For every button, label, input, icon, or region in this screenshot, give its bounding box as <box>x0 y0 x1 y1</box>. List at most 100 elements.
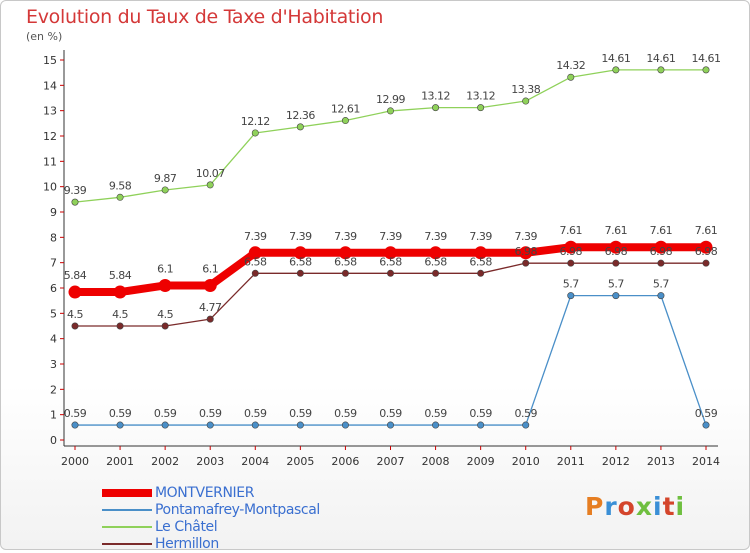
chart-title: Evolution du Taux de Taxe d'Habitation <box>26 6 384 28</box>
data-point <box>699 240 713 254</box>
data-label: 12.12 <box>241 115 270 128</box>
data-point <box>474 246 488 260</box>
data-label: 14.32 <box>556 59 585 72</box>
data-point <box>432 104 440 112</box>
data-point <box>338 246 352 260</box>
data-label: 7.61 <box>560 224 583 237</box>
data-label: 6.98 <box>650 245 673 258</box>
data-point <box>384 246 397 260</box>
data-point <box>519 246 533 260</box>
y-tick-label: 0 <box>50 434 57 447</box>
data-label: 13.12 <box>421 90 450 103</box>
y-tick-label: 12 <box>43 130 57 143</box>
data-label: 12.99 <box>376 93 405 106</box>
data-point <box>657 66 665 74</box>
data-label: 6.58 <box>379 255 402 268</box>
y-tick-label: 6 <box>50 282 57 295</box>
y-tick-label: 9 <box>50 206 57 219</box>
data-point <box>432 269 440 277</box>
data-label: 5.84 <box>64 269 87 282</box>
data-point <box>477 421 485 429</box>
x-tick-label: 2003 <box>196 455 224 468</box>
x-tick-label: 2007 <box>377 455 405 468</box>
data-label: 0.59 <box>469 407 492 420</box>
data-point <box>116 322 124 330</box>
chart-subtitle: (en %) <box>26 30 63 43</box>
data-label: 0.59 <box>334 407 357 420</box>
x-tick-label: 2001 <box>106 455 134 468</box>
data-label: 0.59 <box>695 407 718 420</box>
data-label: 5.7 <box>653 278 669 291</box>
x-tick-label: 2002 <box>151 455 179 468</box>
y-tick-label: 1 <box>50 409 57 422</box>
x-tick-label: 2005 <box>286 455 314 468</box>
data-point <box>522 259 530 267</box>
data-label: 9.39 <box>64 184 87 197</box>
data-label: 7.39 <box>289 230 312 243</box>
x-tick-label: 2000 <box>61 455 89 468</box>
data-label: 0.59 <box>514 407 537 420</box>
data-point <box>567 73 575 81</box>
data-label: 10.07 <box>196 167 225 180</box>
legend-label: Le Châtel <box>155 519 218 535</box>
data-point <box>341 117 349 125</box>
data-point <box>158 278 172 292</box>
data-point <box>206 421 214 429</box>
data-point <box>341 421 349 429</box>
data-label: 7.61 <box>605 224 628 237</box>
data-label: 0.59 <box>244 407 267 420</box>
data-point <box>654 240 668 254</box>
data-label: 6.98 <box>514 245 537 258</box>
x-tick-label: 2014 <box>692 455 720 468</box>
data-label: 7.39 <box>469 230 492 243</box>
data-point <box>71 322 79 330</box>
data-label: 13.12 <box>466 90 495 103</box>
data-label: 0.59 <box>64 407 87 420</box>
data-point <box>386 421 394 429</box>
data-point <box>567 259 575 267</box>
data-point <box>161 186 169 194</box>
y-tick-label: 15 <box>43 54 57 67</box>
x-tick-label: 2010 <box>512 455 540 468</box>
data-label: 9.87 <box>154 172 177 185</box>
y-tick-label: 4 <box>50 333 57 346</box>
data-label: 6.98 <box>560 245 583 258</box>
data-point <box>657 259 665 267</box>
data-label: 0.59 <box>424 407 447 420</box>
data-point <box>564 240 578 254</box>
data-label: 0.59 <box>109 407 132 420</box>
data-point <box>203 278 217 292</box>
data-point <box>567 292 575 300</box>
data-point <box>251 129 259 137</box>
data-point <box>116 421 124 429</box>
data-point <box>296 123 304 131</box>
data-point <box>386 107 394 115</box>
y-tick-label: 5 <box>50 307 57 320</box>
data-label: 4.5 <box>67 308 83 321</box>
legend-label: Hermillon <box>155 536 219 552</box>
data-label: 4.77 <box>199 301 222 314</box>
data-label: 6.58 <box>424 255 447 268</box>
y-tick-label: 11 <box>43 155 57 168</box>
data-label: 6.98 <box>695 245 718 258</box>
data-point <box>71 198 79 206</box>
data-label: 5.7 <box>563 278 579 291</box>
data-point <box>161 322 169 330</box>
data-label: 6.58 <box>334 255 357 268</box>
legend-label: Pontamafrey-Montpascal <box>155 502 320 518</box>
y-tick-label: 3 <box>50 358 57 371</box>
legend-swatch <box>102 526 152 528</box>
data-label: 7.61 <box>650 224 673 237</box>
data-label: 13.38 <box>511 83 540 96</box>
data-label: 14.61 <box>601 52 630 65</box>
data-point <box>206 315 214 323</box>
data-label: 4.5 <box>157 308 173 321</box>
data-point <box>657 292 665 300</box>
data-label: 12.36 <box>286 109 315 122</box>
data-point <box>116 193 124 201</box>
legend-swatch <box>102 543 152 545</box>
data-point <box>71 421 79 429</box>
proxiti-logo: Proxiti <box>585 492 686 521</box>
data-label: 7.39 <box>334 230 357 243</box>
